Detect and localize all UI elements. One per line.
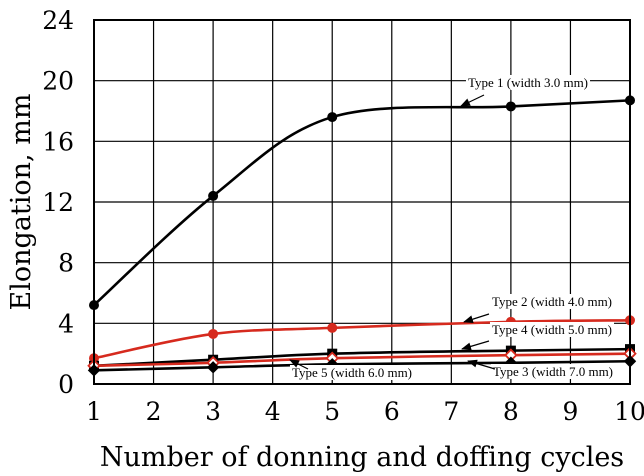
y-tick-label: 8 [58, 249, 74, 278]
x-tick-label: 8 [503, 397, 519, 426]
x-tick-label: 4 [265, 397, 281, 426]
data-point-type-5 [206, 361, 220, 374]
data-point-type-2 [327, 322, 338, 333]
y-tick-label: 4 [58, 309, 74, 338]
y-tick-label: 0 [58, 370, 74, 399]
y-axis-label: Elongation, mm [6, 94, 37, 311]
y-tick-label: 20 [42, 67, 74, 96]
series-line-type-4 [93, 347, 631, 368]
x-tick-label: 7 [443, 397, 459, 426]
data-point-type-1 [327, 112, 338, 123]
x-tick-label: 10 [614, 397, 644, 426]
x-axis-label: Number of donning and doffing cycles [100, 442, 624, 473]
x-tick-label: 1 [86, 397, 102, 426]
annotation-arrow [467, 359, 496, 370]
annotation-type-4: Type 4 (width 5.0 mm) [492, 322, 612, 337]
annotation-type-1: Type 1 (width 3.0 mm) [468, 75, 588, 90]
annotation-arrow [463, 313, 490, 324]
data-point-type-1 [505, 101, 516, 112]
series-annotations: Type 1 (width 3.0 mm) Type 2 (width 4.0 m… [289, 75, 616, 380]
annotation-bg [289, 365, 415, 380]
annotation-arrow [289, 359, 309, 370]
annotation-type-5: Type 5 (width 6.0 mm) [292, 365, 412, 380]
annotation-bg [489, 294, 615, 309]
annotation-bg [490, 364, 616, 379]
annotation-type-2: Type 2 (width 4.0 mm) [492, 294, 612, 309]
data-point-type-1 [208, 190, 219, 201]
data-point-type-2 [208, 328, 219, 339]
x-tick-label: 9 [562, 397, 578, 426]
x-tick-label: 3 [205, 397, 221, 426]
series-line-type-1 [93, 99, 631, 307]
annotation-type-3: Type 3 (width 7.0 mm) [493, 364, 613, 379]
x-tick-label: 5 [324, 397, 340, 426]
annotation-arrow [460, 94, 485, 107]
y-tick-label: 16 [42, 127, 74, 156]
plot-frame [93, 19, 631, 385]
x-tick-label: 2 [146, 397, 162, 426]
annotation-arrow [461, 340, 490, 351]
y-tick-label: 12 [42, 188, 74, 217]
annotation-bg [489, 322, 615, 337]
series-markers [87, 95, 637, 377]
x-tick-label: 6 [384, 397, 400, 426]
annotation-bg [465, 75, 591, 90]
y-tick-label: 24 [42, 6, 74, 35]
